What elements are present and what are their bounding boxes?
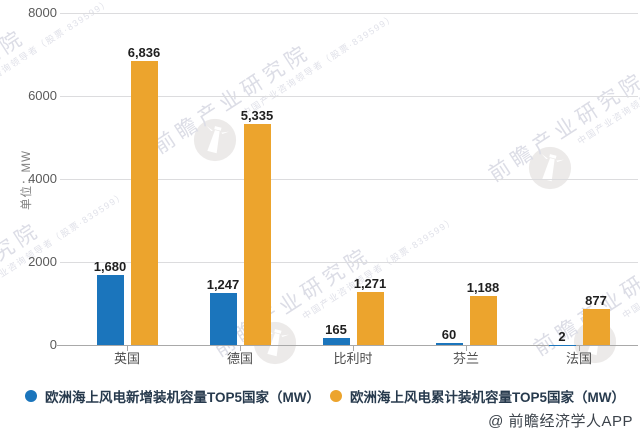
bar-value-label: 877 (585, 292, 607, 308)
gridline (60, 96, 638, 97)
legend-label: 欧洲海上风电累计装机容量TOP5国家（MW） (350, 390, 626, 405)
watermark-brand-text: 前瞻产业研究院 (149, 40, 316, 159)
credit-text: @ 前瞻经济学人APP (488, 413, 633, 430)
watermark-text: 前瞻产业研究院 中国产业咨询领导者（股票·839599） (150, 0, 480, 183)
bar (469, 295, 497, 345)
watermark-tagline-text: 中国产业咨询领导者（股票·839599） (240, 12, 398, 119)
category-label: 法国 (565, 351, 592, 366)
y-tick-label: 6000 (28, 88, 57, 103)
x-axis-line (57, 345, 638, 346)
x-axis-tick (579, 346, 580, 351)
gridline (60, 13, 638, 14)
x-axis-tick (240, 346, 241, 351)
legend-item: 欧洲海上风电累计装机容量TOP5国家（MW） (330, 388, 626, 405)
watermark-text: 前瞻产业研究院 中国产业咨询领导者（股票·839599） (530, 145, 640, 385)
bar-value-label: 5,335 (240, 107, 274, 123)
bar (435, 342, 463, 345)
watermark-lighthouse-icon (527, 145, 573, 191)
x-axis-tick (466, 346, 467, 351)
x-axis-tick (127, 346, 128, 351)
y-tick-label: 0 (49, 337, 57, 352)
legend-label: 欧洲海上风电新增装机容量TOP5国家（MW） (45, 390, 321, 405)
bar (96, 275, 124, 345)
legend-marker-circle-icon (25, 390, 37, 402)
bar-value-label: 1,188 (466, 279, 500, 295)
bar-value-label: 1,680 (93, 259, 127, 275)
bar-value-label: 165 (325, 322, 347, 338)
category-label: 德国 (226, 351, 253, 366)
category-label: 比利时 (333, 351, 373, 366)
legend-item: 欧洲海上风电新增装机容量TOP5国家（MW） (25, 388, 321, 405)
bar-value-label: 6,836 (127, 45, 161, 61)
category-label: 芬兰 (452, 351, 479, 366)
bar (130, 61, 158, 345)
bar (243, 123, 271, 345)
bar-value-label: 1,247 (206, 277, 240, 293)
bar (582, 308, 610, 345)
bar (322, 338, 350, 345)
watermark-tagline-text: 中国产业咨询领导者（股票·839599） (300, 215, 458, 322)
watermark-brand-text: 前瞻产业研究院 (484, 68, 640, 187)
gridline (60, 179, 638, 180)
legend-marker-circle-icon (330, 390, 342, 402)
bar-value-label: 2 (558, 328, 566, 344)
x-axis-tick (353, 346, 354, 351)
y-tick-label: 4000 (28, 171, 57, 186)
bar (209, 293, 237, 345)
y-tick-label: 8000 (28, 5, 57, 20)
bar-value-label: 1,271 (353, 276, 387, 292)
y-tick-label: 2000 (28, 254, 57, 269)
watermark-lighthouse-icon (192, 117, 238, 163)
watermark-tagline-text: 中国产业咨询领导者（股票·839599） (575, 40, 640, 147)
bar (356, 292, 384, 345)
category-label: 英国 (113, 351, 140, 366)
gridline (60, 262, 638, 263)
bar-value-label: 60 (441, 326, 457, 342)
